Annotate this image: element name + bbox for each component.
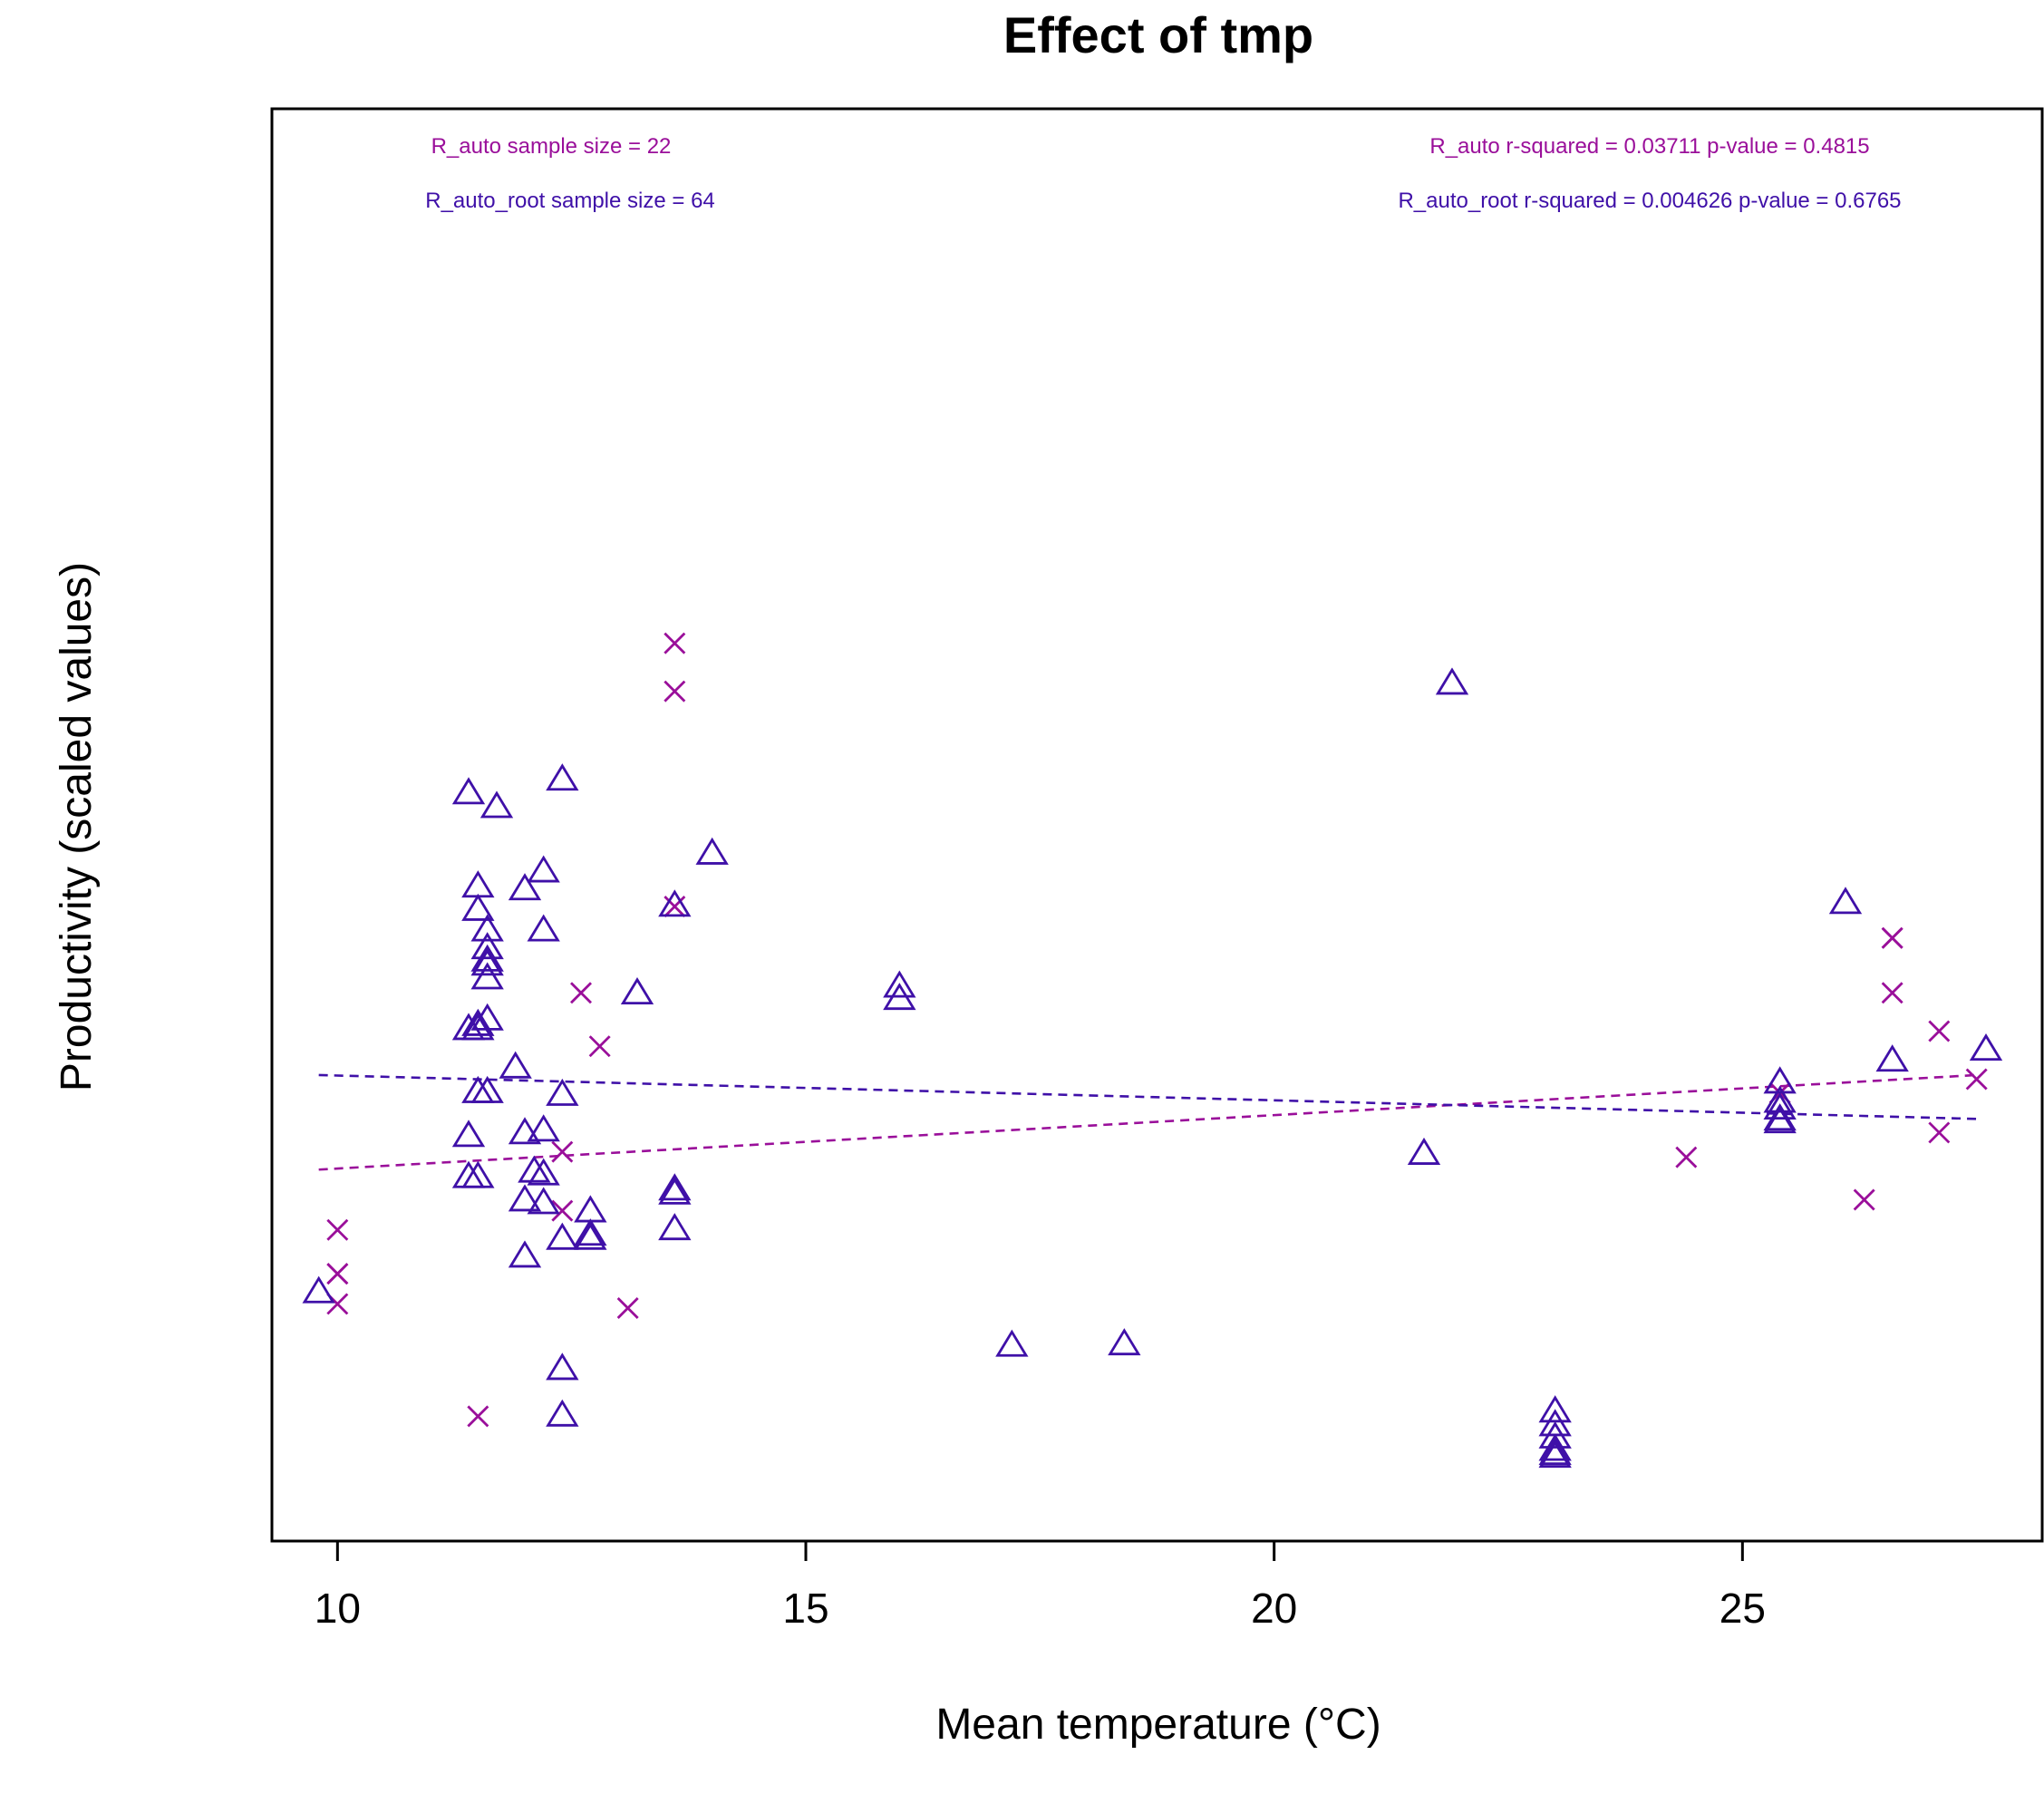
point-r-auto-root bbox=[546, 763, 579, 791]
point-r-auto bbox=[1881, 926, 1904, 949]
point-r-auto-root bbox=[480, 790, 514, 819]
point-r-auto-root bbox=[1538, 1433, 1572, 1461]
point-r-auto-root bbox=[451, 1120, 486, 1148]
point-r-auto-root bbox=[1875, 1044, 1909, 1072]
point-r-auto-root bbox=[658, 1213, 692, 1241]
plot-frame bbox=[270, 107, 2044, 1543]
x-tick-label: 15 bbox=[782, 1585, 828, 1632]
point-r-auto-root bbox=[546, 1352, 579, 1381]
point-r-auto-root bbox=[1763, 1066, 1797, 1094]
point-r-auto bbox=[551, 1140, 574, 1163]
point-r-auto-root bbox=[470, 962, 504, 990]
x-axis-label: Mean temperature (°C) bbox=[935, 1701, 1380, 1749]
point-r-auto bbox=[664, 895, 686, 917]
x-tick-label: 10 bbox=[315, 1585, 361, 1632]
point-r-auto-root bbox=[470, 944, 504, 972]
point-r-auto-root bbox=[451, 1160, 486, 1188]
point-r-auto-root bbox=[883, 970, 916, 998]
point-r-auto-root bbox=[461, 1008, 495, 1036]
r-auto-sample-size: R_auto sample size = 22 bbox=[431, 134, 672, 159]
point-r-auto-root bbox=[658, 1177, 692, 1205]
point-r-auto-root bbox=[499, 1051, 532, 1079]
point-r-auto bbox=[664, 680, 686, 703]
point-r-auto-root bbox=[695, 837, 729, 865]
point-r-auto-root bbox=[508, 873, 542, 901]
point-r-auto-root bbox=[508, 1117, 542, 1145]
point-r-auto bbox=[1928, 1121, 1951, 1144]
point-r-auto bbox=[588, 1035, 611, 1058]
point-r-auto-root bbox=[546, 1078, 579, 1106]
point-r-auto-root bbox=[470, 948, 504, 976]
point-r-auto-root bbox=[1763, 1092, 1797, 1120]
point-r-auto-root bbox=[1763, 1103, 1797, 1131]
point-r-auto bbox=[326, 1263, 349, 1285]
point-r-auto-root bbox=[1407, 1137, 1441, 1165]
point-r-auto bbox=[1853, 1188, 1875, 1211]
point-r-auto-root bbox=[1538, 1440, 1572, 1469]
point-r-auto-root bbox=[1435, 667, 1469, 695]
point-r-auto-root bbox=[461, 1075, 495, 1103]
point-r-auto-root bbox=[470, 1003, 504, 1031]
point-r-auto-root bbox=[1538, 1395, 1572, 1423]
point-r-auto-root bbox=[995, 1329, 1029, 1357]
point-r-auto bbox=[664, 632, 686, 654]
point-r-auto-root bbox=[574, 1195, 607, 1223]
point-r-auto-root bbox=[546, 1399, 579, 1427]
point-r-auto-root bbox=[658, 1173, 692, 1201]
point-r-auto-root bbox=[1538, 1438, 1572, 1466]
point-r-auto bbox=[1928, 1020, 1951, 1042]
point-r-auto-root bbox=[527, 1187, 560, 1215]
point-r-auto-root bbox=[1108, 1328, 1141, 1356]
point-r-auto-root bbox=[470, 932, 504, 960]
point-r-auto-root bbox=[546, 1222, 579, 1250]
point-r-auto-root bbox=[302, 1275, 335, 1304]
point-r-auto bbox=[570, 982, 592, 1004]
point-r-auto-root bbox=[461, 1160, 495, 1188]
point-r-auto-root bbox=[508, 1184, 542, 1212]
point-r-auto-root bbox=[883, 983, 916, 1011]
x-tick-label: 25 bbox=[1719, 1585, 1766, 1632]
fit-line-r-auto-root bbox=[318, 1073, 1977, 1120]
point-r-auto bbox=[551, 1199, 574, 1222]
point-r-auto-root bbox=[620, 977, 654, 1005]
point-r-auto-root bbox=[527, 855, 560, 883]
point-r-auto-root bbox=[527, 914, 560, 942]
point-r-auto bbox=[1881, 982, 1904, 1004]
point-r-auto-root bbox=[470, 1075, 504, 1103]
chart-title: Effect of tmp bbox=[1003, 6, 1313, 63]
point-r-auto-root bbox=[461, 870, 495, 898]
point-r-auto-root bbox=[1538, 1420, 1572, 1449]
point-r-auto-root bbox=[461, 893, 495, 921]
x-axis: 10 15 20 25 bbox=[315, 1539, 1766, 1632]
point-r-auto bbox=[326, 1218, 349, 1241]
point-r-auto-root bbox=[1763, 1085, 1797, 1113]
data-points bbox=[302, 632, 2003, 1469]
point-r-auto-root bbox=[527, 1158, 560, 1186]
y-axis-label: Productivity (scaled values) bbox=[53, 562, 101, 1091]
point-r-auto bbox=[1675, 1146, 1698, 1168]
point-r-auto-root bbox=[1969, 1033, 2003, 1062]
r-auto-regression-stats: R_auto r-squared = 0.03711 p-value = 0.4… bbox=[1429, 134, 1869, 159]
point-r-auto-root bbox=[451, 777, 486, 805]
x-tick-label: 20 bbox=[1251, 1585, 1297, 1632]
point-r-auto-root bbox=[1828, 887, 1863, 915]
r-auto-root-sample-size: R_auto_root sample size = 64 bbox=[425, 189, 715, 213]
point-r-auto bbox=[1965, 1068, 1988, 1091]
point-r-auto-root bbox=[461, 1013, 495, 1041]
point-r-auto-root bbox=[574, 1218, 607, 1246]
point-r-auto-root bbox=[658, 889, 692, 917]
point-r-auto bbox=[616, 1296, 639, 1319]
r-auto-root-regression-stats: R_auto_root r-squared = 0.004626 p-value… bbox=[1398, 189, 1901, 213]
point-r-auto-root bbox=[508, 1240, 542, 1268]
point-r-auto-root bbox=[470, 914, 504, 942]
point-r-auto bbox=[467, 1405, 489, 1428]
point-r-auto-root bbox=[574, 1222, 607, 1250]
point-r-auto-root bbox=[527, 1114, 560, 1142]
point-r-auto-root bbox=[518, 1155, 551, 1183]
point-r-auto-root bbox=[1763, 1106, 1797, 1134]
